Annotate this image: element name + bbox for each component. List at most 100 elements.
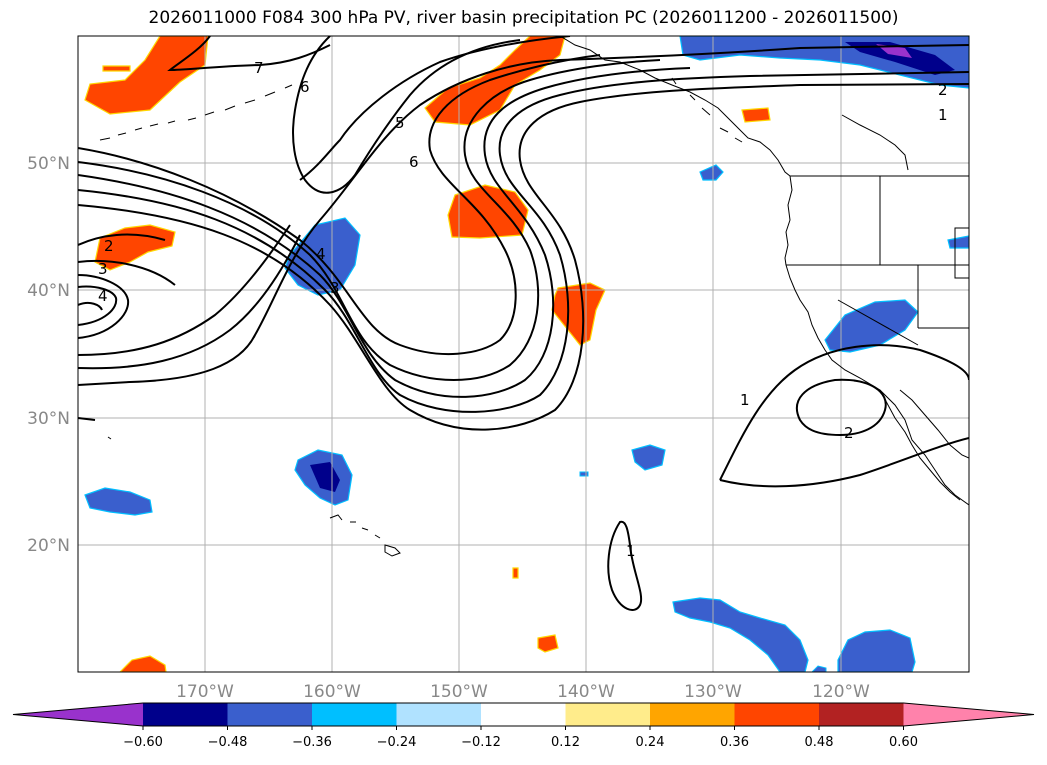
colorbar-tick-label: −0.60	[123, 735, 163, 750]
colorbar-tick-label: 0.36	[720, 735, 749, 750]
pv-contour-line	[78, 301, 103, 311]
contour-label: 5	[395, 114, 405, 132]
colorbar-segment	[396, 703, 482, 726]
state-boundaries	[786, 176, 969, 346]
lat-label: 20°N	[27, 536, 70, 556]
colorbar-tick-label: 0.60	[889, 735, 918, 750]
contour-label: 4	[316, 245, 326, 263]
contour-label: 7	[254, 59, 264, 77]
colorbar-tick-label: −0.12	[461, 735, 501, 750]
lon-label: 170°W	[176, 682, 234, 702]
positive-precip-shading	[84, 36, 771, 672]
precip-negative-patch	[845, 42, 955, 75]
colorbar-segment	[227, 703, 313, 726]
precip-positive-patch	[119, 655, 167, 672]
us-west-coast	[785, 264, 969, 506]
colorbar-segment	[312, 703, 397, 726]
contour-labels: 7 6 5 6 2 3 4 4 3 2 1 1 2 1	[98, 59, 948, 560]
latitude-labels: 50°N 40°N 30°N 20°N	[27, 154, 70, 556]
pv-contour-line	[719, 437, 969, 488]
precip-negative-patch	[876, 44, 912, 58]
contour-label: 3	[330, 279, 340, 297]
pv-contour-line	[78, 233, 166, 246]
lat-label: 50°N	[27, 154, 70, 174]
pv-contour-line	[78, 259, 176, 286]
precip-positive-patch	[94, 224, 176, 271]
aleutian-islands	[99, 84, 293, 141]
pv-contour-line	[607, 520, 643, 611]
precip-positive-patch	[84, 36, 209, 115]
colorbar-segment	[650, 703, 735, 726]
precip-positive-patch	[741, 107, 771, 123]
alaska-coast	[559, 36, 791, 177]
contour-label: 1	[938, 106, 948, 124]
precip-negative-patch	[947, 235, 969, 249]
precip-positive-patch	[537, 634, 559, 653]
lat-label: 40°N	[27, 281, 70, 301]
pv-contour-line	[78, 67, 691, 398]
precip-positive-patch	[424, 36, 566, 126]
contour-label: 2	[844, 424, 854, 442]
colorbar-segment	[481, 703, 566, 726]
pv-contour-line	[719, 344, 969, 481]
colorbar-tick-label: −0.36	[292, 735, 332, 750]
negative-precip-shading	[84, 36, 969, 672]
map-title: 2026011000 F084 300 hPa PV, river basin …	[148, 8, 899, 28]
hawaii-islands	[329, 514, 401, 557]
precip-negative-patch	[672, 597, 809, 672]
contour-label: 6	[409, 153, 419, 171]
pv-contour-line	[78, 71, 969, 413]
precip-negative-patch	[631, 444, 666, 471]
pv-contour-line	[78, 54, 601, 355]
contour-label: 3	[98, 260, 108, 278]
contour-label: 2	[104, 237, 114, 255]
lon-label: 120°W	[812, 682, 870, 702]
alaska-interior-border	[841, 114, 909, 171]
contour-label: 6	[300, 78, 310, 96]
province-boundary	[954, 227, 969, 279]
gulf-of-california	[899, 389, 969, 459]
pv-contour-line	[78, 234, 301, 370]
graticule	[78, 36, 969, 672]
pv-contour-line	[78, 285, 118, 326]
precip-negative-patch	[284, 217, 361, 296]
contour-label: 1	[626, 542, 636, 560]
precip-positive-patch	[512, 567, 519, 579]
small-islands	[107, 77, 743, 440]
bc-coast	[784, 175, 793, 266]
precip-negative-patch	[824, 299, 919, 353]
lon-label: 160°W	[303, 682, 361, 702]
precip-negative-patch	[699, 164, 724, 181]
lat-label: 30°N	[27, 409, 70, 429]
pv-contour-line	[78, 44, 969, 386]
pv-contour-line	[78, 83, 969, 431]
colorbar-extend-min	[13, 703, 143, 726]
pv-contour-line	[78, 417, 96, 421]
precip-positive-patch	[102, 65, 131, 72]
precip-negative-patch	[837, 629, 916, 672]
contour-label: 1	[740, 391, 750, 409]
precip-negative-patch	[811, 665, 827, 672]
pv-contour-line	[292, 36, 521, 194]
colorbar-segment	[819, 703, 904, 726]
colorbar-tick-label: 0.48	[805, 735, 834, 750]
pv-contour-line	[167, 36, 331, 72]
contour-label: 2	[938, 81, 948, 99]
colorbar-tick-label: −0.48	[208, 735, 248, 750]
pv-contours	[78, 36, 969, 611]
colorbar: −0.60 −0.48 −0.36 −0.24 −0.12 0.12 0.24 0.36 0.4…	[12, 702, 1035, 750]
colorbar-segment	[143, 703, 228, 726]
pv-contour-line	[299, 36, 571, 181]
colorbar-tick-label: 0.24	[636, 735, 665, 750]
pv-contour-line	[78, 274, 130, 339]
map-frame	[77, 35, 970, 673]
precip-negative-patch	[84, 487, 153, 516]
lon-label: 140°W	[557, 682, 615, 702]
precip-negative-patch	[579, 471, 589, 477]
lon-label: 130°W	[684, 682, 742, 702]
colorbar-tick-label: 0.12	[551, 735, 580, 750]
precip-positive-patch	[551, 282, 606, 346]
coastlines	[99, 36, 969, 557]
contour-label: 4	[98, 287, 108, 305]
longitude-labels: 170°W 160°W 150°W 140°W 130°W 120°W	[176, 682, 870, 702]
